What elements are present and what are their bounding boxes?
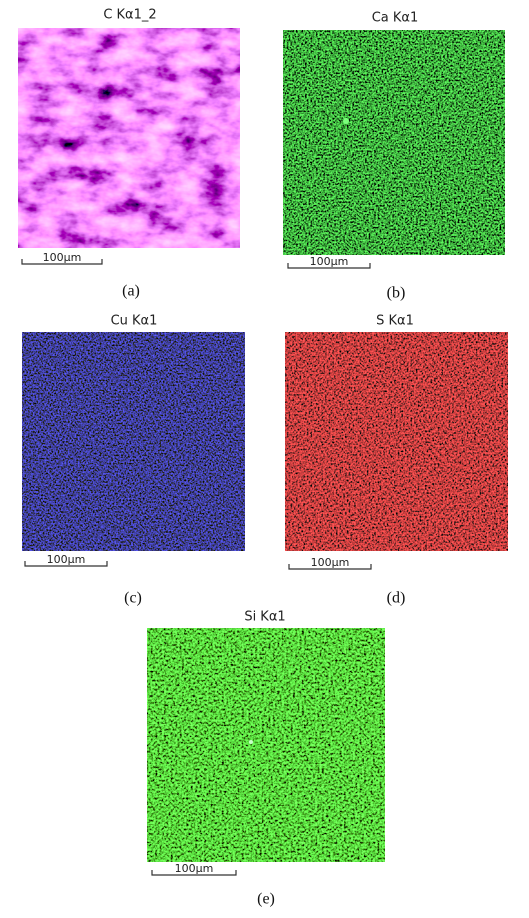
panel-caption: (c)	[124, 590, 142, 607]
panel-title: Ca Kα1	[372, 11, 419, 26]
panel-caption: (a)	[122, 283, 140, 300]
eds-map	[22, 332, 245, 551]
panel-title: Si Kα1	[244, 610, 285, 625]
eds-map	[283, 30, 505, 255]
scale-label: 100µm	[175, 862, 214, 875]
panel-title: Cu Kα1	[111, 314, 158, 329]
scale-bar	[21, 259, 103, 265]
panel-title: C Kα1_2	[103, 8, 156, 23]
panel-caption: (b)	[387, 285, 406, 302]
scale-label: 100µm	[47, 553, 86, 566]
scale-bar	[288, 564, 372, 570]
scale-bar	[287, 263, 371, 269]
panel-caption: (e)	[257, 891, 275, 908]
bright-spot	[249, 740, 253, 744]
panel-title: S Kα1	[376, 314, 414, 329]
bright-spot	[343, 118, 349, 124]
scale-label: 100µm	[310, 255, 349, 268]
eds-map	[285, 332, 508, 551]
scale-bar	[151, 870, 237, 876]
panel-caption: (d)	[387, 590, 406, 607]
scale-bar	[24, 561, 108, 567]
eds-map	[147, 628, 385, 862]
scale-label: 100µm	[311, 556, 350, 569]
scale-label: 100µm	[43, 251, 82, 264]
eds-map	[18, 28, 240, 248]
